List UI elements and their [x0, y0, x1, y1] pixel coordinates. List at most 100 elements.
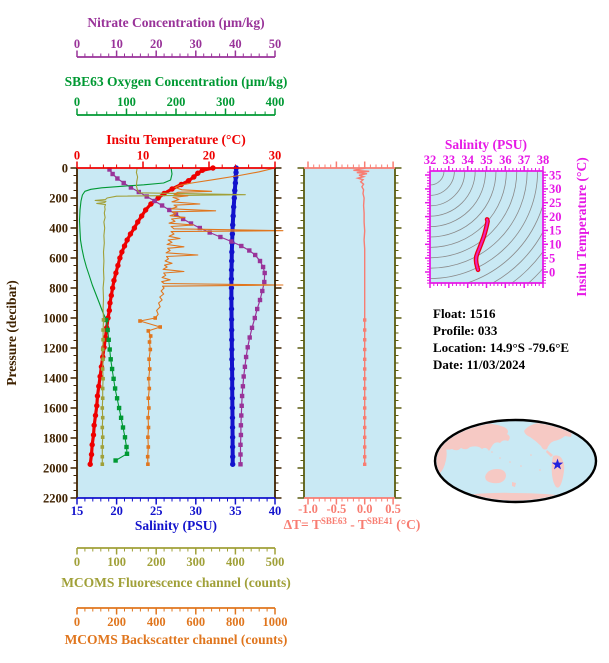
profile-number-line: Profile: 033 — [433, 323, 498, 338]
delta-t-label-sup1: SBE63 — [321, 516, 348, 526]
tick-label: 50 — [269, 37, 282, 51]
central-america — [546, 450, 553, 457]
tick-label: 10 — [549, 238, 562, 252]
tick-label: 800 — [49, 281, 68, 295]
tick-label: 15 — [549, 224, 562, 238]
delta-t-label-sup2: SBE41 — [367, 516, 394, 526]
tick-label: 0.5 — [385, 502, 401, 516]
world-map — [433, 418, 598, 504]
tick-label: 10 — [137, 149, 150, 163]
tick-label: 20 — [203, 149, 216, 163]
tick-label: 37 — [518, 153, 531, 167]
tick-label: 2200 — [43, 491, 68, 505]
tick-label: 34 — [461, 153, 474, 167]
ts-salinity-axis-bottom — [429, 282, 544, 288]
float-position-star — [551, 458, 564, 470]
tick-label: 300 — [186, 555, 205, 569]
tick-label: 5 — [549, 251, 555, 265]
series-ts-curve — [473, 217, 490, 273]
pressure-axis-left: 0 200 400 600 800 1000 1200 1400 1600 1800 2000 220… — [43, 161, 78, 505]
temperature-axis-title: Insitu Temperature (°C) — [106, 132, 245, 147]
series-oxygen — [78, 167, 173, 463]
delta-t-axis-bottom: -1.0 -0.5 0.0 0.5 — [298, 497, 401, 516]
tick-label: 200 — [49, 191, 68, 205]
tick-label: 35 — [549, 168, 562, 182]
tick-label: 200 — [147, 555, 166, 569]
tick-label: 1600 — [43, 401, 68, 415]
backscatter-axis: 0 200 400 600 800 1000 — [74, 607, 288, 629]
tick-label: 20 — [150, 37, 163, 51]
tick-label: 1200 — [43, 341, 68, 355]
tick-label: 20 — [110, 504, 123, 518]
fluorescence-axis: 0 100 200 300 400 500 — [74, 547, 285, 569]
date-line: Date: 11/03/2024 — [433, 357, 526, 372]
salinity-axis: 15 20 25 30 35 40 — [71, 497, 282, 518]
map-globe-outline — [433, 418, 598, 504]
oxygen-axis: 0 100 200 300 400 — [74, 95, 284, 116]
salinity-axis-title: Salinity (PSU) — [135, 518, 217, 533]
chart-layer: 0200400600800100012001400160018002000220… — [43, 37, 562, 629]
tick-label: 2000 — [43, 461, 68, 475]
continent-australia — [485, 469, 506, 484]
tick-label: 800 — [226, 615, 245, 629]
ts-salinity-axis-title: Salinity (PSU) — [445, 137, 527, 152]
tick-label: 1800 — [43, 431, 68, 445]
pacific-island — [530, 454, 532, 456]
tick-label: 15 — [71, 504, 84, 518]
tick-label: 0 — [74, 37, 80, 51]
tick-label: -0.5 — [326, 502, 346, 516]
continent-africa — [436, 440, 447, 475]
tick-label: 20 — [549, 210, 562, 224]
nitrate-axis: 0 10 20 30 40 50 — [74, 37, 282, 58]
pacific-island — [491, 451, 493, 453]
float-id-line: Float: 1516 — [433, 306, 496, 321]
series-nitrate — [107, 167, 267, 467]
delta-t-frame-right — [394, 167, 402, 499]
tick-label: 30 — [549, 182, 562, 196]
tick-label: 40 — [269, 504, 282, 518]
continent-north-america — [524, 422, 572, 450]
tick-label: 600 — [186, 615, 205, 629]
tick-label: 0 — [62, 161, 68, 175]
delta-t-label-suffix: (°C) — [393, 517, 421, 532]
continent-antarctica — [455, 492, 576, 501]
tick-label: 0.0 — [357, 502, 373, 516]
tick-label: 0 — [74, 149, 80, 163]
tick-label: 40 — [229, 37, 242, 51]
fluorescence-axis-title: MCOMS Fluorescence channel (counts) — [61, 575, 291, 590]
series-fluorescence — [94, 167, 246, 466]
series-delta-t — [353, 167, 370, 466]
series-salinity — [228, 165, 239, 467]
tick-label: 36 — [499, 153, 512, 167]
tick-label: 500 — [266, 555, 285, 569]
tick-label: 30 — [190, 504, 203, 518]
tick-label: 400 — [147, 615, 166, 629]
backscatter-axis-title: MCOMS Backscatter channel (counts) — [65, 632, 288, 647]
tick-label: 33 — [443, 153, 456, 167]
tick-label: 200 — [107, 615, 126, 629]
tick-label: 200 — [167, 95, 186, 109]
pacific-island — [499, 457, 501, 459]
tick-label: 35 — [480, 153, 493, 167]
tick-label: 100 — [107, 555, 126, 569]
oxygen-axis-title: SBE63 Oxygen Concentration (µm/kg) — [65, 74, 288, 89]
ts-temperature-axis-title: Insitu Temperature (°C) — [574, 157, 589, 296]
pacific-island — [520, 465, 522, 467]
tick-label: 1000 — [43, 311, 68, 325]
tick-label: 0 — [549, 265, 555, 279]
tick-label: -1.0 — [298, 502, 318, 516]
tick-label: 400 — [49, 221, 68, 235]
tick-label: 600 — [49, 251, 68, 265]
temperature-axis: 0 10 20 30 — [74, 149, 281, 169]
tick-label: 10 — [110, 37, 123, 51]
pacific-island — [539, 469, 541, 471]
delta-t-axis-top — [304, 161, 395, 169]
tick-label: 32 — [424, 153, 437, 167]
labels-layer: Nitrate Concentration (µm/kg) SBE63 Oxyg… — [4, 15, 589, 647]
tick-label: 30 — [190, 37, 203, 51]
delta-t-plot-area — [304, 168, 395, 498]
tick-label: 38 — [537, 153, 550, 167]
ts-salinity-axis-top: 32 33 34 35 36 37 38 — [424, 153, 550, 172]
